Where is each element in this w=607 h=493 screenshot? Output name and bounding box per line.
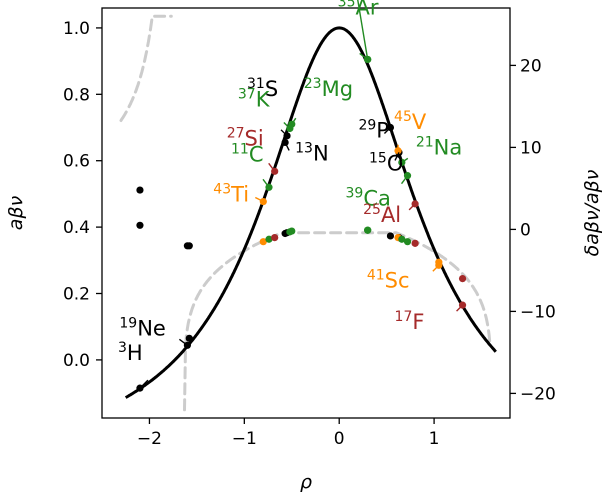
plot-area xyxy=(96,8,516,424)
y-left-tick-label: 0.8 xyxy=(63,85,90,105)
x-tick-label: −1 xyxy=(232,429,257,449)
isotope-label-Na: 21Na xyxy=(416,134,462,159)
uncertainty-point-P xyxy=(387,232,394,239)
y-left-axis-title: aβν xyxy=(5,195,27,230)
uncertainty-curve-left-outer xyxy=(121,16,171,120)
uncertainty-point-F xyxy=(459,275,466,282)
isotope-label-Ar: 35Ar xyxy=(338,0,379,19)
isotope-symbol: Na xyxy=(434,135,463,159)
uncertainty-point-Sc xyxy=(435,259,442,266)
x-tick-label: 0 xyxy=(334,429,345,449)
isotope-symbol: K xyxy=(256,88,271,112)
isotope-mass: 45 xyxy=(394,109,412,125)
isotope-point-N xyxy=(282,139,289,146)
x-tick-label: 1 xyxy=(429,429,440,449)
isotope-label-F: 17F xyxy=(395,309,425,334)
isotope-mass: 35 xyxy=(338,0,356,10)
isotope-label-Sc: 41Sc xyxy=(367,267,410,292)
isotope-mass: 3 xyxy=(118,340,127,356)
uncertainty-point-H xyxy=(136,222,143,229)
isotope-symbol: N xyxy=(313,141,329,165)
x-tick-label: −2 xyxy=(137,429,162,449)
uncertainty-point-Si xyxy=(271,234,278,241)
uncertainty-point-Ca xyxy=(404,238,411,245)
isotope-symbol: H xyxy=(127,341,143,365)
uncertainty-point-Al xyxy=(412,240,419,247)
isotope-label-P: 29P xyxy=(358,118,389,143)
isotope-symbol: Ti xyxy=(230,183,249,207)
uncertainty-point-Mg xyxy=(288,227,295,234)
isotope-mass: 15 xyxy=(369,150,387,166)
uncertainty-curve-center xyxy=(185,233,491,410)
isotope-symbol: F xyxy=(412,310,424,334)
y-left-tick-label: 0.0 xyxy=(63,351,90,371)
isotope-label-N: 13N xyxy=(295,140,329,165)
isotope-mass: 19 xyxy=(119,315,137,331)
isotope-mass: 29 xyxy=(358,118,376,134)
y-left-tick-label: 0.2 xyxy=(63,285,90,305)
isotope-mass: 25 xyxy=(363,202,381,218)
uncertainty-point-Ar xyxy=(364,227,371,234)
isotope-mass: 43 xyxy=(213,182,231,198)
isotope-label-K: 37K xyxy=(238,87,271,112)
y-left-tick-label: 1.0 xyxy=(63,19,90,39)
isotope-symbol: V xyxy=(412,110,427,134)
isotope-mass: 27 xyxy=(227,125,245,141)
isotope-mass: 17 xyxy=(395,309,413,325)
isotope-symbol: Sc xyxy=(385,268,410,292)
uncertainty-point-H3 xyxy=(136,186,143,193)
isotope-symbol: O xyxy=(387,151,404,175)
y-right-tick-label: −10 xyxy=(520,302,556,322)
uncertainty-point-ne2 xyxy=(186,242,193,249)
isotope-point-ne2 xyxy=(186,335,193,342)
isotope-mass: 21 xyxy=(416,134,434,150)
isotope-symbol: Al xyxy=(381,203,401,227)
isotope-symbol: Ne xyxy=(137,316,166,340)
y-right-tick-label: 0 xyxy=(520,220,531,240)
isotope-label-O: 15O xyxy=(369,150,403,175)
isotope-mass: 37 xyxy=(238,87,256,103)
y-left-tick-label: 0.6 xyxy=(63,152,90,172)
y-right-axis-title: δaβν/aβν xyxy=(581,169,603,256)
isotope-symbol: Si xyxy=(245,126,264,150)
isotope-label-V: 45V xyxy=(394,109,427,134)
isotope-mass: 39 xyxy=(346,186,364,202)
x-axis-title: ρ xyxy=(300,471,312,493)
isotope-label-Ne: 19Ne xyxy=(119,315,165,340)
isotope-mass: 13 xyxy=(295,140,313,156)
y-left-tick-label: 0.4 xyxy=(63,218,90,238)
isotope-mass: 23 xyxy=(304,76,322,92)
isotope-label-Ti: 43Ti xyxy=(213,182,249,207)
isotope-symbol: Mg xyxy=(322,77,353,101)
y-right-tick-label: 20 xyxy=(520,56,542,76)
isotope-label-H: 3H xyxy=(118,340,143,365)
isotope-mass: 41 xyxy=(367,267,385,283)
isotope-label-Mg: 23Mg xyxy=(304,76,353,101)
y-right-tick-label: 10 xyxy=(520,138,542,158)
y-right-tick-label: −20 xyxy=(520,384,556,404)
isotope-symbol: P xyxy=(376,119,389,143)
isotope-label-Al: 25Al xyxy=(363,202,401,227)
isotope-symbol: Ar xyxy=(356,0,379,19)
axes-frame xyxy=(102,8,510,418)
